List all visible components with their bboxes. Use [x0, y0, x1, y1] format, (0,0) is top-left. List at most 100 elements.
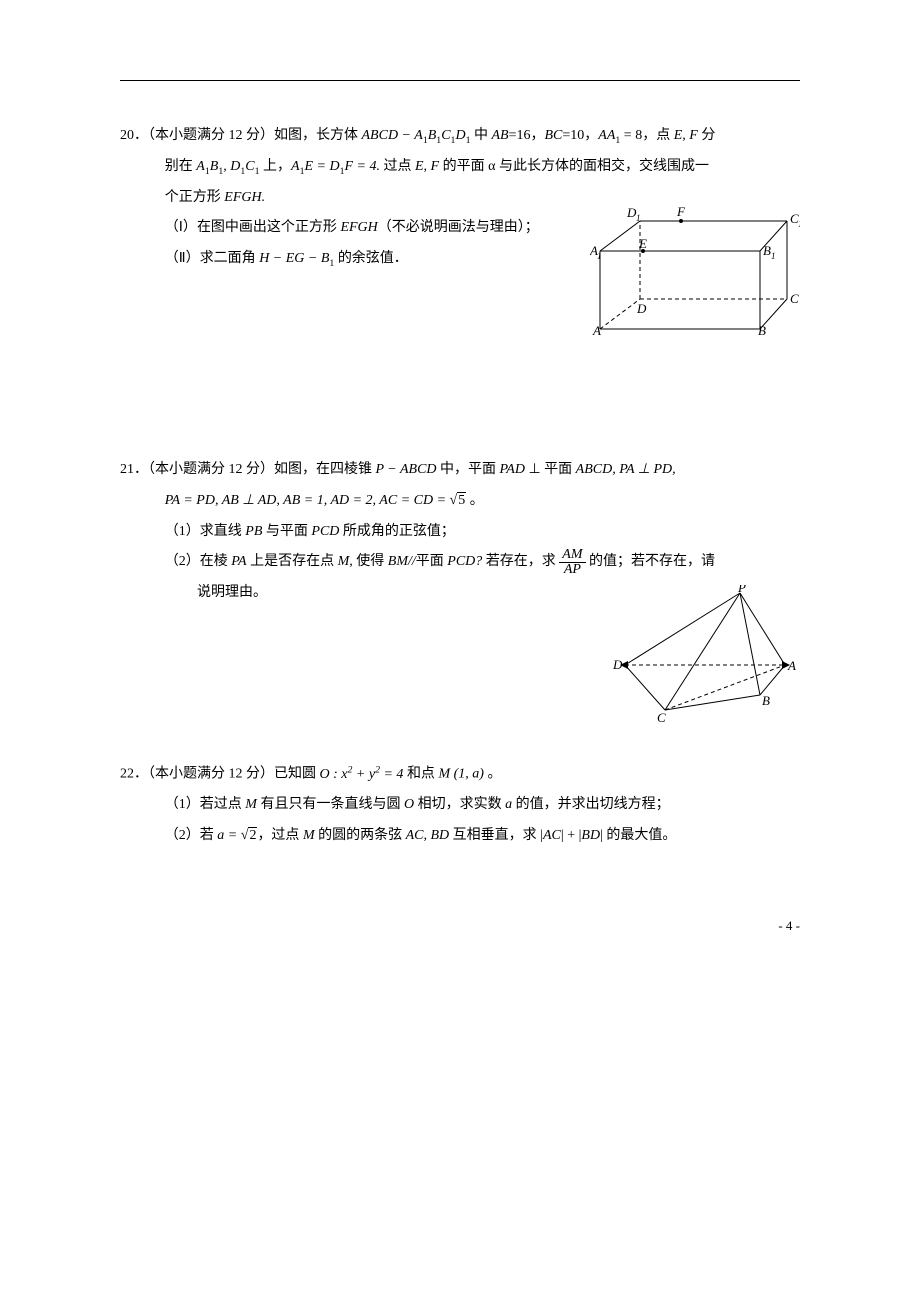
sub1-num: （1）	[165, 797, 200, 812]
svg-text:F: F	[676, 204, 686, 219]
p21-line-1: 21．（本小题满分 12 分）如图，在四棱锥 P − ABCD 中，平面 PAD…	[120, 455, 800, 486]
abs-ac: |AC|	[540, 828, 564, 843]
abs-bd: |BD|	[579, 828, 603, 843]
text: 的最大值。	[603, 828, 677, 843]
sub1-num: （1）	[165, 524, 200, 539]
angle: H − EG − B1	[259, 251, 334, 266]
bc-label: BC	[544, 128, 562, 143]
efgh: EFGH	[340, 220, 377, 235]
abcd-rel: ABCD, PA ⊥ PD,	[576, 462, 676, 477]
svg-text:1: 1	[636, 213, 641, 223]
text: 和点	[403, 767, 438, 782]
text: 上，	[260, 159, 292, 174]
pb: PB	[245, 524, 262, 539]
p20-number: 20．	[120, 128, 148, 143]
text: 中，平面	[437, 462, 500, 477]
pcd2: PCD?	[447, 554, 482, 569]
svg-text:B: B	[762, 693, 770, 708]
sub1-num: （Ⅰ）	[165, 220, 197, 235]
p20-figure: AB DC A1 B1 D1 C1 EF	[590, 201, 800, 336]
sub2-num: （Ⅱ）	[165, 251, 200, 266]
pa: PA	[231, 554, 246, 569]
text: 过点	[380, 159, 415, 174]
svg-text:1: 1	[798, 219, 800, 229]
text: 在图中画出这个正方形	[197, 220, 341, 235]
aa1-val: = 8	[620, 128, 642, 143]
text: 说明理由。	[197, 585, 267, 600]
p21-figure: P AB DC	[610, 585, 800, 725]
m: M	[245, 797, 257, 812]
text: 如图，长方体	[274, 128, 362, 143]
svg-text:P: P	[737, 585, 746, 595]
ef: E, F	[674, 128, 698, 143]
svg-text:D: D	[636, 301, 647, 316]
svg-text:D: D	[612, 657, 623, 672]
ae-eq: A1E = D1F = 4.	[291, 159, 380, 174]
text: 的值，并求出切线方程；	[512, 797, 670, 812]
p21-sub-2: （2）在棱 PA 上是否存在点 M, 使得 BM//平面 PCD? 若存在，求 …	[120, 547, 800, 578]
text: （不必说明画法与理由）；	[378, 220, 539, 235]
text: 有且只有一条直线与圆	[257, 797, 404, 812]
p21-number: 21．	[120, 462, 148, 477]
p20-line-2: 别在 A1B1, D1C1 上，A1E = D1F = 4. 过点 E, F 的…	[120, 152, 800, 183]
svg-text:B: B	[763, 243, 771, 258]
text: 互相垂直，求	[449, 828, 540, 843]
svg-text:C: C	[790, 291, 799, 306]
text: 若存在，求	[482, 554, 559, 569]
text: 上是否存在点	[247, 554, 338, 569]
p22-sub-1: （1）若过点 M 有且只有一条直线与圆 O 相切，求实数 a 的值，并求出切线方…	[120, 790, 800, 821]
text: 在棱	[200, 554, 232, 569]
text: 的圆的两条弦	[315, 828, 406, 843]
text: ，点	[642, 128, 674, 143]
text: 。	[466, 493, 484, 508]
text: ⊥ 平面	[525, 462, 576, 477]
m2: M	[303, 828, 315, 843]
problem-20: 20．（本小题满分 12 分）如图，长方体 ABCD − A1B1C1D1 中 …	[120, 121, 800, 275]
page-number: - 4 -	[120, 912, 800, 941]
problem-21: 21．（本小题满分 12 分）如图，在四棱锥 P − ABCD 中，平面 PAD…	[120, 455, 800, 609]
text: 使得	[353, 554, 388, 569]
p21-points: （本小题满分 12 分）	[148, 462, 274, 477]
top-rule	[120, 80, 800, 81]
text: 与平面	[262, 524, 311, 539]
svg-text:B: B	[758, 323, 766, 336]
pad: PAD	[500, 462, 525, 477]
p22-sub-2: （2）若 a = √2，过点 M 的圆的两条弦 AC, BD 互相垂直，求 |A…	[120, 821, 800, 852]
bm: BM//	[388, 554, 416, 569]
text: 别在	[165, 159, 197, 174]
svg-text:A: A	[787, 658, 796, 673]
text: 的余弦值．	[334, 251, 408, 266]
ef2: E, F	[415, 159, 439, 174]
p21-sub-1: （1）求直线 PB 与平面 PCD 所成角的正弦值；	[120, 517, 800, 548]
text: ，过点	[257, 828, 303, 843]
sub2-num: （2）	[165, 828, 200, 843]
plus: +	[564, 828, 579, 843]
sqrt2: √2	[241, 821, 258, 852]
sub2-num: （2）	[165, 554, 200, 569]
text: 的值；若不存在，请	[586, 554, 716, 569]
a-eq: a =	[217, 828, 240, 843]
text: 平面	[416, 554, 448, 569]
problem-22: 22．（本小题满分 12 分）已知圆 O : x2 + y2 = 4 和点 M …	[120, 759, 800, 852]
aa1-label: AA1	[598, 128, 620, 143]
sqrt5: √5	[450, 486, 467, 517]
svg-text:1: 1	[771, 251, 776, 261]
text: 相切，求实数	[414, 797, 505, 812]
p22-number: 22．	[120, 767, 148, 782]
svg-text:1: 1	[597, 251, 602, 261]
efgh: EFGH.	[224, 190, 265, 205]
pcd: PCD	[311, 524, 339, 539]
text: 求二面角	[200, 251, 260, 266]
ab-label: AB	[491, 128, 508, 143]
text: 个正方形	[165, 190, 225, 205]
text: 所成角的正弦值；	[339, 524, 455, 539]
text: 的平面 α 与此长方体的面相交，交线围成一	[439, 159, 709, 174]
point-m: M (1, a)	[438, 767, 484, 782]
m: M,	[338, 554, 353, 569]
circle: O : x2 + y2 = 4	[320, 767, 404, 782]
frac-am-ap: AMAP	[559, 548, 585, 577]
pabcd: P − ABCD	[376, 462, 437, 477]
eq-line: PA = PD, AB ⊥ AD, AB = 1, AD = 2, AC = C…	[165, 493, 450, 508]
edges: A1B1, D1C1	[196, 159, 259, 174]
text: 中	[470, 128, 491, 143]
